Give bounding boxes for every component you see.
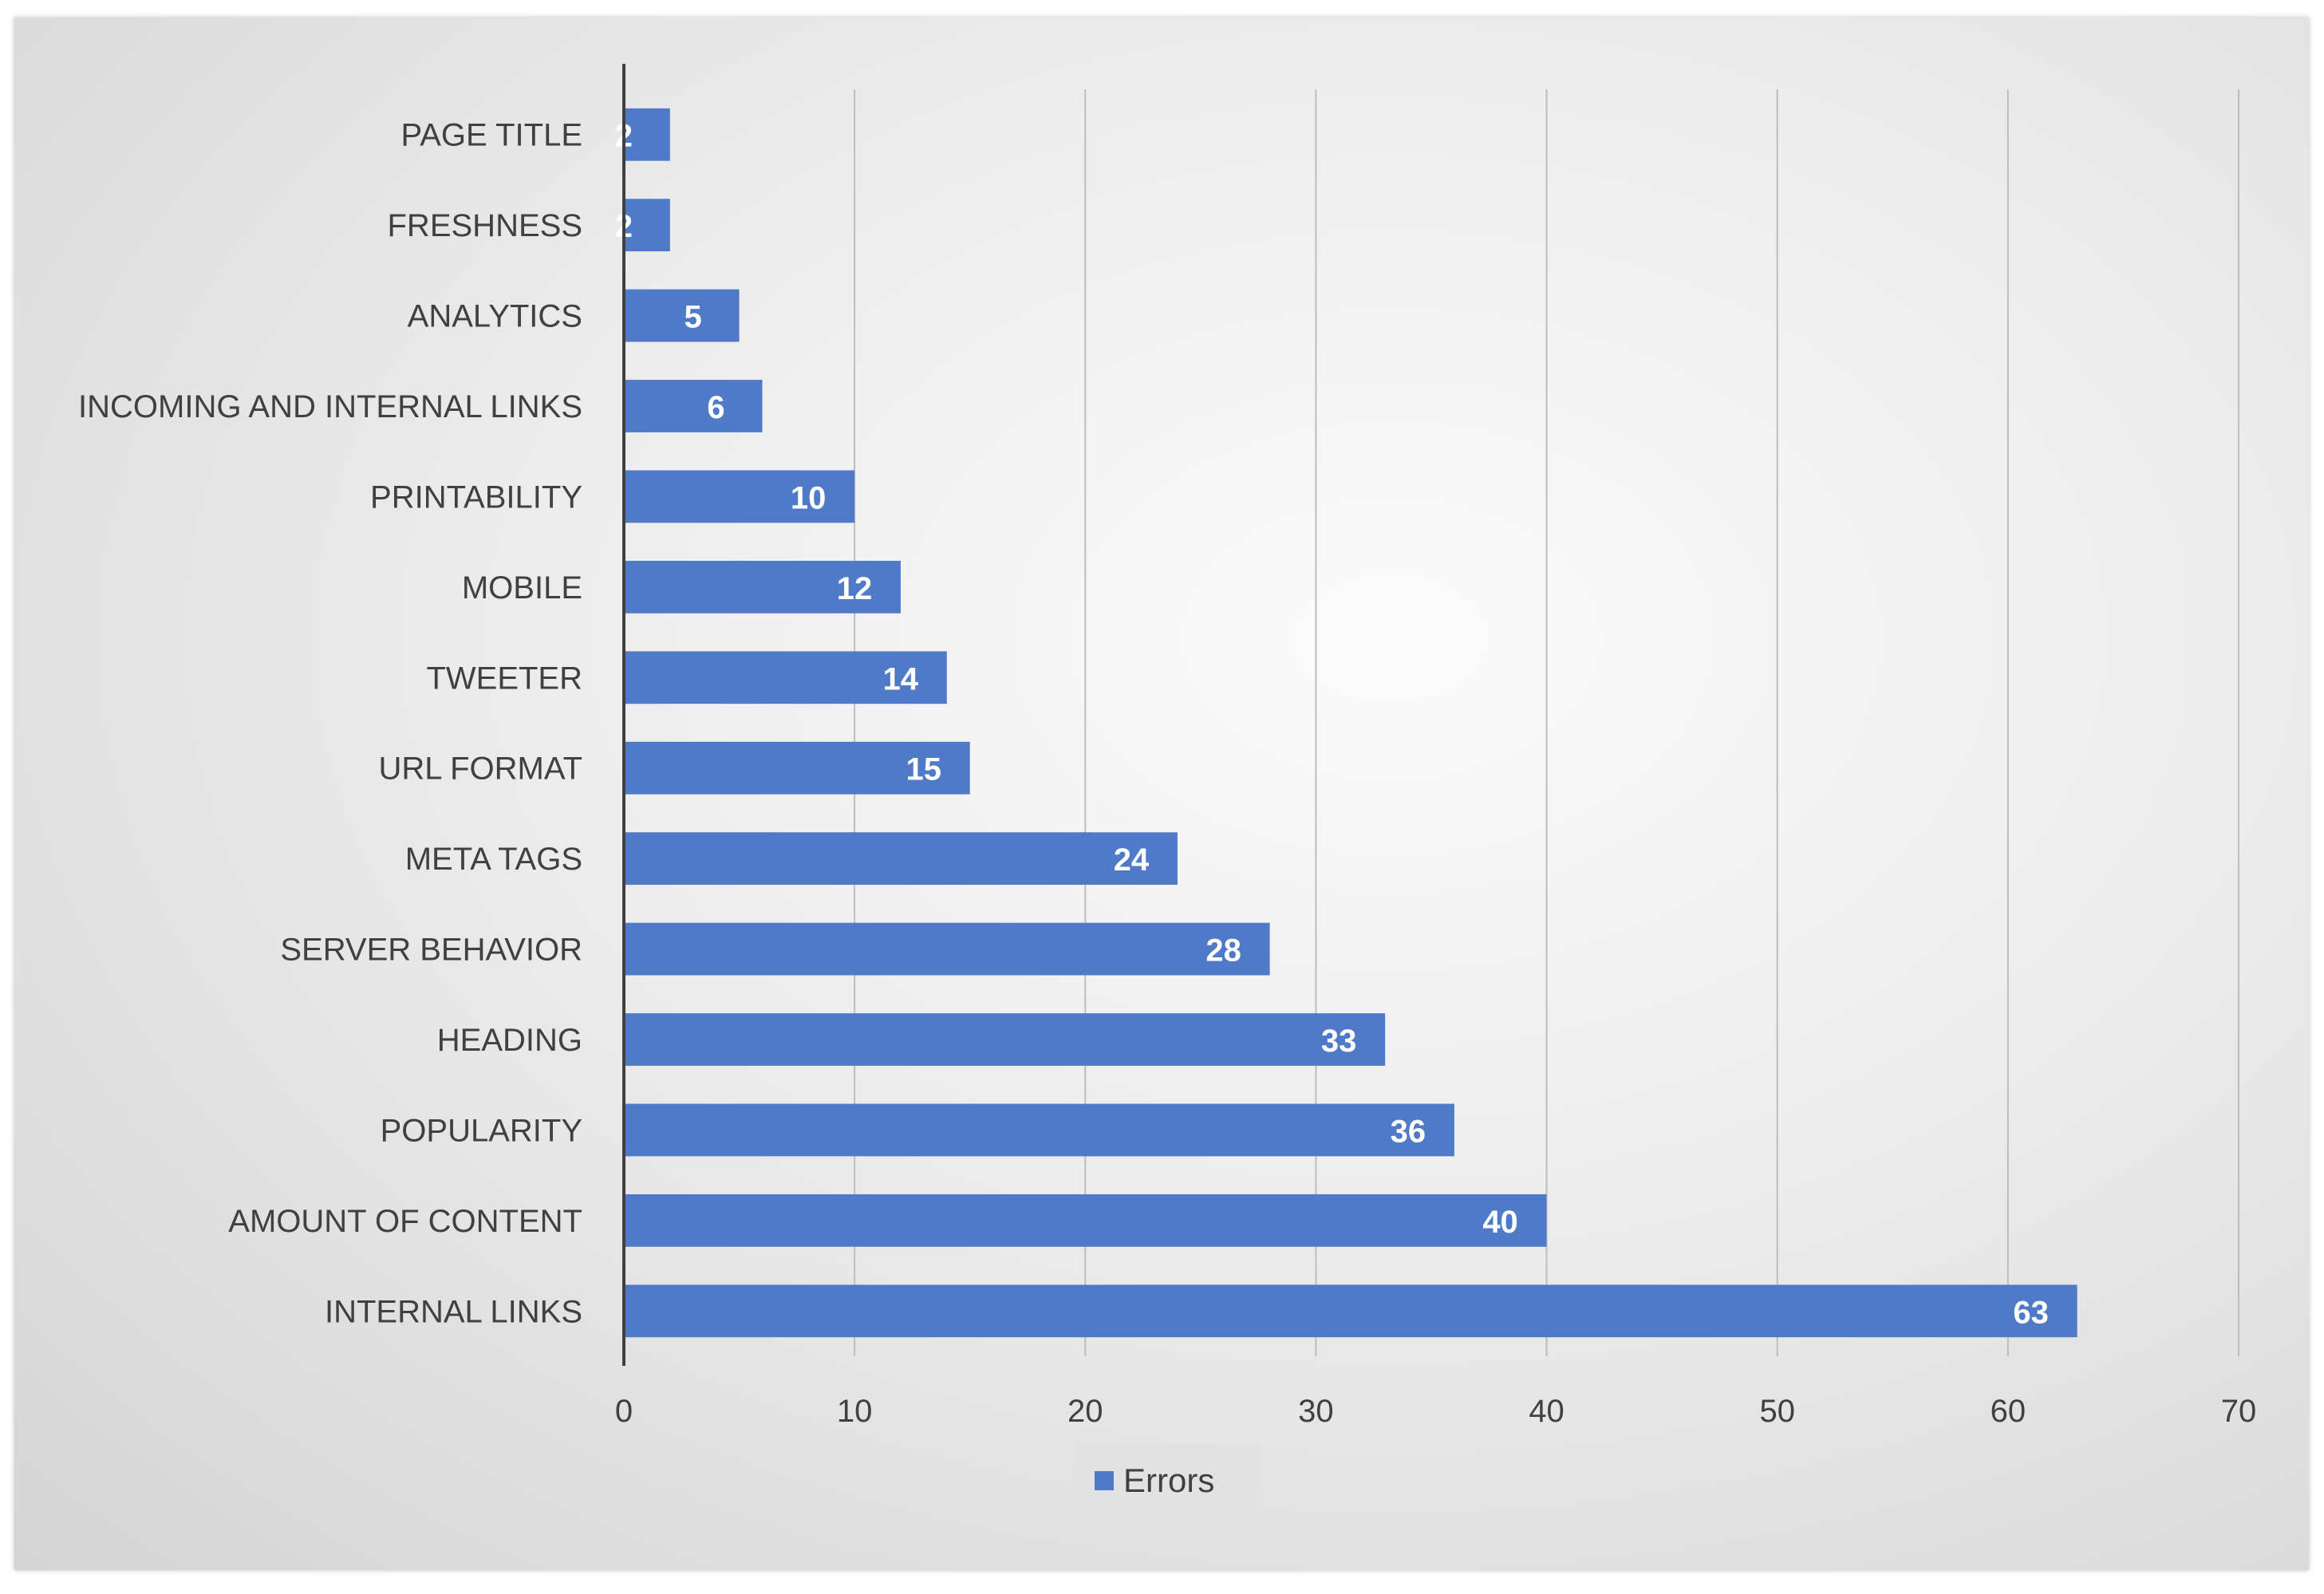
data-label: 12 xyxy=(837,571,873,606)
x-tick-label: 40 xyxy=(1529,1394,1564,1429)
category-label: FRESHNESS xyxy=(388,208,583,243)
category-labels: PAGE TITLE FRESHNESS ANALYTICS INCOMING AND… xyxy=(78,118,582,1330)
x-tick-label: 20 xyxy=(1067,1394,1103,1429)
category-label: AMOUNT OF CONTENT xyxy=(228,1204,582,1239)
data-label: 63 xyxy=(2013,1295,2049,1330)
bars: 225610121415242833364063 xyxy=(615,108,2077,1338)
category-label: HEADING xyxy=(437,1023,582,1058)
data-label: 6 xyxy=(707,390,724,425)
category-label: PRINTABILITY xyxy=(370,479,582,515)
category-label: PAGE TITLE xyxy=(401,118,582,153)
category-label: TWEETER xyxy=(426,661,582,696)
category-label: POPULARITY xyxy=(381,1113,582,1148)
x-tick-label: 70 xyxy=(2221,1394,2257,1429)
bar-mobile[interactable] xyxy=(624,560,901,614)
category-label: URL FORMAT xyxy=(378,752,582,787)
x-tick-label: 0 xyxy=(615,1394,633,1429)
legend-swatch xyxy=(1095,1471,1114,1490)
data-label: 36 xyxy=(1391,1114,1426,1149)
data-label: 5 xyxy=(684,300,701,335)
legend[interactable]: Errors xyxy=(1075,1444,1259,1519)
category-label: SERVER BEHAVIOR xyxy=(280,933,582,968)
bar-heading[interactable] xyxy=(624,1013,1386,1066)
bar-server-behavior[interactable] xyxy=(624,922,1270,976)
data-label: 14 xyxy=(883,661,919,696)
category-label: INCOMING AND INTERNAL LINKS xyxy=(78,389,582,424)
x-tick-label: 50 xyxy=(1759,1394,1795,1429)
data-label: 40 xyxy=(1482,1205,1518,1240)
x-tick-label: 60 xyxy=(1991,1394,2026,1429)
errors-bar-chart: 225610121415242833364063 PAGE TITLEFRESH… xyxy=(78,64,2256,1519)
bar-page-title[interactable] xyxy=(624,108,670,161)
bar-internal-links[interactable] xyxy=(624,1284,2077,1338)
category-label: MOBILE xyxy=(462,570,582,606)
bar-amount-of-content[interactable] xyxy=(624,1194,1547,1247)
bar-freshness[interactable] xyxy=(624,199,670,252)
bar-analytics[interactable] xyxy=(624,289,740,342)
x-axis-ticks: 0 10 20 30 40 50 60 70 xyxy=(615,1394,2256,1429)
data-label: 15 xyxy=(906,752,941,787)
x-tick-label: 30 xyxy=(1298,1394,1334,1429)
legend-label: Errors xyxy=(1123,1462,1214,1499)
bar-url-format[interactable] xyxy=(624,741,970,795)
category-label: META TAGS xyxy=(405,842,582,877)
data-label: 28 xyxy=(1205,933,1241,969)
data-label: 33 xyxy=(1321,1024,1357,1059)
data-label: 10 xyxy=(791,480,827,515)
bar-incoming-and-internal-links[interactable] xyxy=(624,380,763,432)
bar-printability[interactable] xyxy=(624,470,855,523)
bar-meta-tags[interactable] xyxy=(624,832,1178,886)
category-label: ANALYTICS xyxy=(408,299,582,334)
bar-tweeter[interactable] xyxy=(624,651,947,704)
gridlines xyxy=(854,89,2239,1356)
category-label: INTERNAL LINKS xyxy=(325,1294,582,1329)
chart-frame: 225610121415242833364063 PAGE TITLEFRESH… xyxy=(14,18,2309,1570)
bar-popularity[interactable] xyxy=(624,1103,1454,1157)
x-tick-label: 10 xyxy=(837,1394,873,1429)
data-label: 24 xyxy=(1114,842,1150,878)
